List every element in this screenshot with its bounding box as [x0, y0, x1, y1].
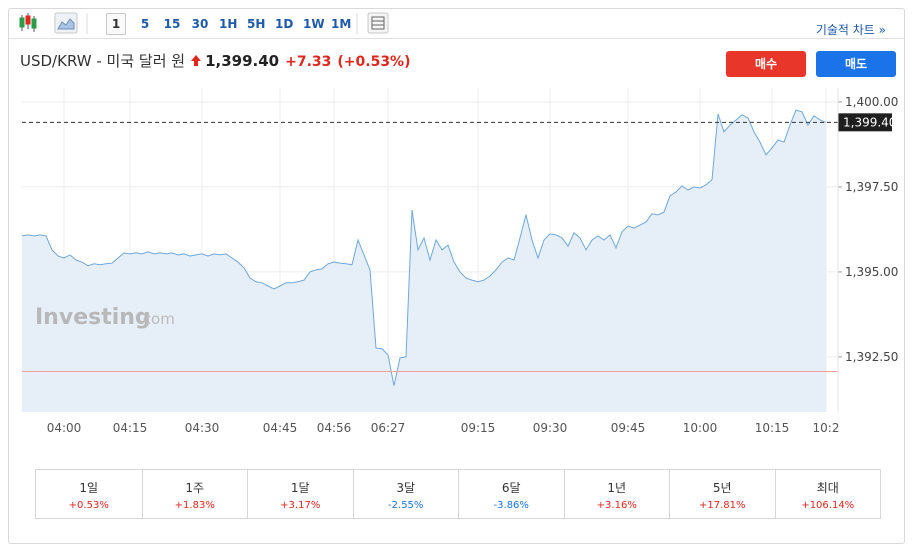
- buy-button[interactable]: 매수: [726, 51, 806, 77]
- y-tick-label: 1,400.00: [845, 95, 898, 109]
- performance-cell: 최대 +106.14%: [774, 470, 881, 518]
- table-icon[interactable]: [367, 12, 389, 34]
- y-tick-label: 1,395.00: [845, 265, 898, 279]
- period-change: +0.53%: [68, 500, 109, 511]
- pair-title: USD/KRW - 미국 달러 원: [20, 52, 186, 70]
- interval-button[interactable]: 15: [163, 17, 181, 31]
- interval-button[interactable]: 5H: [247, 17, 266, 31]
- change: +7.33: [285, 54, 332, 70]
- period-change: +1.83%: [174, 500, 215, 511]
- x-tick-label: 06:27: [371, 421, 406, 435]
- quote-header: USD/KRW - 미국 달러 원 1,399.40 +7.33 (+0.53%…: [20, 50, 411, 71]
- period-label: 5년: [712, 481, 732, 495]
- x-tick-label: 10:15: [755, 421, 790, 435]
- x-tick-label: 10:00: [683, 421, 718, 435]
- period-change: +3.16%: [596, 500, 637, 511]
- y-tick-label: 1,392.50: [845, 350, 898, 364]
- last-price-box: [838, 113, 892, 132]
- x-tick-label: 09:30: [533, 421, 568, 435]
- performance-cell: 5년 +17.81%: [669, 470, 775, 518]
- performance-cell: 3달 -2.55%: [352, 470, 459, 518]
- performance-cell: 1년 +3.16%: [563, 470, 670, 518]
- price-group: 1,399.40: [191, 52, 279, 70]
- up-arrow: [191, 55, 202, 66]
- period-label: 1주: [185, 481, 205, 495]
- x-tick-label: 04:56: [317, 421, 352, 435]
- interval-button[interactable]: 1D: [275, 17, 294, 31]
- period-change: -2.55%: [388, 500, 424, 511]
- area-icon[interactable]: [54, 12, 78, 34]
- change-percent: (+0.53%): [337, 54, 411, 70]
- interval-button[interactable]: 1M: [331, 17, 352, 31]
- performance-cell: 1일 +0.53%: [36, 470, 142, 518]
- widget-frame: [8, 8, 905, 544]
- period-label: 6달: [501, 481, 521, 495]
- period-label: 최대: [816, 481, 839, 495]
- chart: Investing .com 04:00 04:15 04:30 04:45 04:56…: [21, 88, 898, 435]
- y-tick-label: 1,397.50: [845, 180, 898, 194]
- x-tick-label: 09:15: [461, 421, 496, 435]
- period-change: -3.86%: [493, 500, 529, 511]
- watermark-suffix: .com: [138, 310, 175, 328]
- period-label: 3달: [396, 481, 416, 495]
- period-label: 1달: [290, 481, 310, 495]
- performance-cell: 1달 +3.17%: [247, 470, 353, 518]
- interval-button[interactable]: 1W: [303, 17, 325, 31]
- price-line: [21, 109, 827, 386]
- interval-button[interactable]: 1H: [219, 17, 238, 31]
- x-tick-label: 04:30: [185, 421, 220, 435]
- performance-cell: 1주 +1.83%: [141, 470, 248, 518]
- period-change: +17.81%: [698, 500, 746, 511]
- period-label: 1일: [79, 481, 99, 495]
- period-change: +3.17%: [280, 500, 321, 511]
- toolbar-icons: [19, 12, 389, 34]
- interval-button[interactable]: 1: [106, 13, 126, 35]
- sell-button[interactable]: 매도: [816, 51, 896, 77]
- technical-chart-link[interactable]: 기술적 차트 »: [815, 23, 886, 37]
- price: 1,399.40: [205, 52, 280, 70]
- interval-button[interactable]: 5: [140, 17, 150, 31]
- x-tick-label: 10:2: [813, 421, 840, 435]
- interval-button[interactable]: 30: [191, 17, 209, 31]
- period-label: 1년: [607, 481, 627, 495]
- x-tick-label: 04:00: [47, 421, 82, 435]
- performance-cell: 6달 -3.86%: [458, 470, 564, 518]
- period-change: +106.14%: [801, 500, 855, 511]
- watermark-brand: Investing: [35, 305, 151, 330]
- toolbar: 1 5 15 30 1H 5H 1D 1W 1M 기술적 차트 »: [9, 9, 904, 39]
- x-tick-label: 04:45: [263, 421, 298, 435]
- x-tick-label: 04:15: [113, 421, 148, 435]
- last-price-label: 1,399.40: [843, 115, 896, 129]
- area-fill: [22, 110, 826, 412]
- performance-table: 1일 +0.53% 1주 +1.83% 1달 +3.17% 3달 -2.55% 6달 -3.86%…: [35, 469, 881, 519]
- candle-icon[interactable]: [19, 13, 37, 32]
- x-tick-label: 09:45: [611, 421, 646, 435]
